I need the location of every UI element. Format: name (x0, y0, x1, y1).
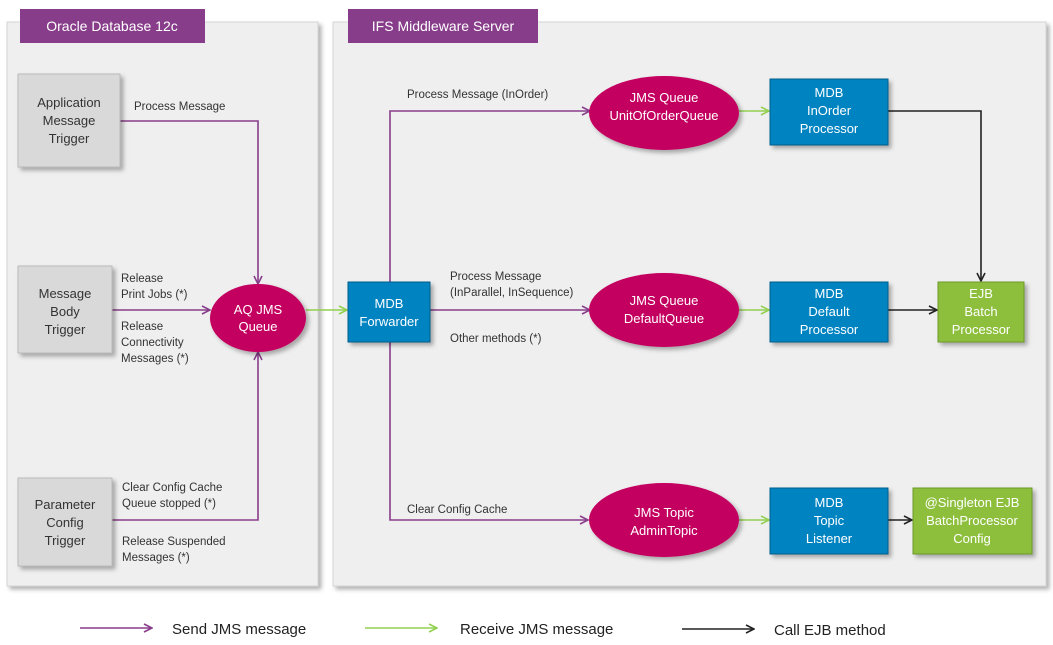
edge-label: Messages (*) (121, 353, 189, 365)
node-label: Default (808, 304, 850, 319)
trigger-label: Config (46, 515, 84, 530)
legend-send-label: Send JMS message (172, 621, 306, 638)
receive-lines (306, 111, 769, 520)
middleware-title: IFS Middleware Server (372, 18, 515, 34)
node-label: BatchProcessor (926, 513, 1018, 528)
edge-label: Messages (*) (122, 552, 190, 564)
node-label: MDB (815, 495, 844, 510)
node-label: Listener (806, 531, 853, 546)
node-label: Processor (952, 322, 1011, 337)
edge-label: Release (121, 273, 163, 285)
edge-label: Process Message (134, 101, 225, 113)
admin-topic (589, 483, 739, 557)
legend-call-label: Call EJB method (774, 622, 886, 639)
edge-label: Queue stopped (*) (122, 498, 216, 510)
send-lines (112, 111, 590, 520)
mdb-default-processor (769, 281, 889, 343)
edge-label: Connectivity (121, 337, 184, 349)
trigger-label: Trigger (45, 533, 86, 548)
mdb-forwarder (347, 281, 431, 343)
parameter-config-trigger (17, 477, 113, 567)
edge-param-to-aq (112, 352, 258, 521)
default-queue (589, 273, 739, 347)
node-label: UnitOfOrderQueue (609, 108, 718, 123)
legend-receive-label: Receive JMS message (460, 621, 613, 638)
node-label: JMS Queue (630, 90, 699, 105)
trigger-label: Message (39, 286, 92, 301)
node-label: Processor (800, 322, 859, 337)
node-label: EJB (969, 286, 993, 301)
application-message-trigger (17, 73, 121, 168)
mdb-inorder-processor (769, 78, 889, 146)
message-body-trigger (17, 265, 113, 354)
node-label: AdminTopic (630, 523, 698, 538)
trigger-label: Trigger (49, 131, 90, 146)
node-label: InOrder (807, 103, 852, 118)
edge-label: (InParallel, InSequence) (450, 287, 574, 299)
call-lines (888, 110, 981, 520)
edge-fwd-to-uoo (389, 111, 590, 282)
edge-label: Release Suspended (122, 536, 226, 548)
edge-label: Process Message (InOrder) (407, 89, 548, 101)
edge-label: Print Jobs (*) (121, 289, 188, 301)
edge-app-to-aq (120, 120, 258, 284)
ejb-batch-processor (937, 281, 1025, 343)
trigger-label: Trigger (45, 322, 86, 337)
edge-label: Clear Config Cache (407, 504, 507, 516)
edge-label: Process Message (450, 271, 541, 283)
unit-of-order-queue (589, 76, 739, 150)
node-label: JMS Topic (634, 505, 694, 520)
edge-inorder-to-batch (888, 110, 981, 281)
edge-fwd-to-admin (389, 342, 588, 520)
node-label: @Singleton EJB (925, 495, 1020, 510)
node-label: MDB (815, 286, 844, 301)
node-label: Processor (800, 121, 859, 136)
node-label: AQ JMS (234, 302, 283, 317)
node-label: Config (953, 531, 991, 546)
node-label: DefaultQueue (624, 311, 704, 326)
legend: Send JMS message Receive JMS message Cal… (80, 621, 886, 639)
edge-label: Clear Config Cache (122, 482, 222, 494)
node-label: Batch (964, 304, 997, 319)
node-label: MDB (375, 296, 404, 311)
node-label: Forwarder (359, 314, 419, 329)
node-label: Queue (238, 319, 277, 334)
trigger-label: Message (43, 113, 96, 128)
edge-label: Other methods (*) (450, 333, 542, 345)
edge-label: Release (121, 321, 163, 333)
middleware-header (348, 9, 538, 43)
singleton-ejb-config (912, 487, 1033, 555)
mdb-topic-listener (769, 487, 889, 555)
node-label: JMS Queue (630, 293, 699, 308)
node-label: MDB (815, 85, 844, 100)
trigger-label: Body (50, 304, 80, 319)
database-title: Oracle Database 12c (46, 18, 178, 34)
trigger-label: Application (37, 95, 101, 110)
node-label: Topic (814, 513, 845, 528)
trigger-label: Parameter (35, 497, 96, 512)
database-header (20, 9, 205, 43)
aq-jms-queue (210, 284, 306, 352)
